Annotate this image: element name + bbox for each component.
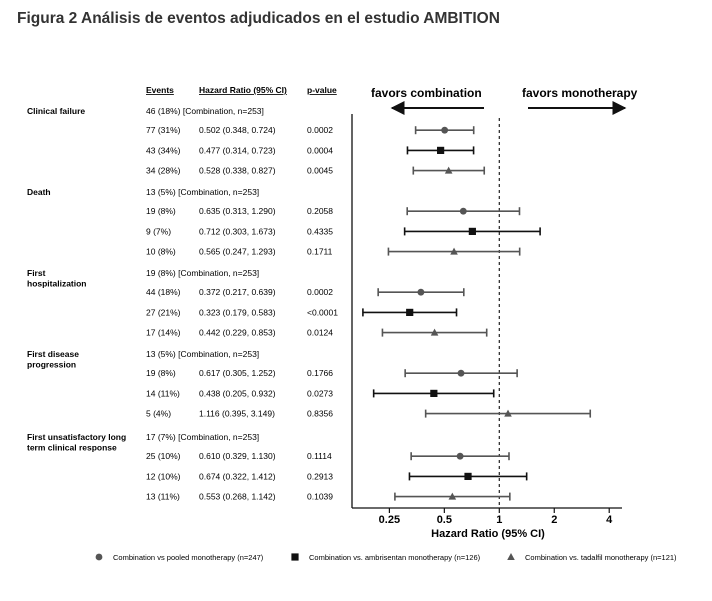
header-hazard-ratio: Hazard Ratio (95% CI)	[199, 85, 287, 95]
x-tick-label: 2	[551, 514, 557, 526]
events-cell: 12 (10%)	[146, 471, 181, 481]
combination-row: 13 (5%) [Combination, n=253]	[146, 187, 259, 197]
events-cell: 19 (8%)	[146, 206, 176, 216]
p-value-cell: <0.0001	[307, 307, 338, 317]
header-p-value: p-value	[307, 85, 337, 95]
p-value-cell: 0.1114	[307, 451, 332, 461]
combination-row: 46 (18%) [Combination, n=253]	[146, 106, 264, 116]
hazard-ratio-cell: 0.712 (0.303, 1.673)	[199, 226, 276, 236]
point-estimate-triangle	[430, 328, 439, 336]
point-estimate-square	[430, 389, 438, 397]
x-tick-label: 1	[496, 514, 502, 526]
events-cell: 9 (7%)	[146, 226, 171, 236]
hazard-ratio-cell: 0.323 (0.179, 0.583)	[199, 307, 276, 317]
hazard-ratio-cell: 0.502 (0.348, 0.724)	[199, 125, 276, 135]
events-cell: 44 (18%)	[146, 287, 181, 297]
favors-monotherapy-label: favors monotherapy	[522, 86, 638, 100]
legend-marker-triangle	[507, 553, 515, 560]
p-value-cell: 0.2913	[307, 471, 333, 481]
legend-marker-circle	[95, 553, 103, 561]
group-label: Clinical failure	[27, 106, 85, 116]
hazard-ratio-cell: 0.442 (0.229, 0.853)	[199, 328, 276, 338]
hazard-ratio-cell: 0.565 (0.247, 1.293)	[199, 247, 276, 257]
point-estimate-square	[468, 227, 476, 235]
events-cell: 19 (8%)	[146, 368, 176, 378]
point-estimate-square	[437, 146, 445, 154]
point-estimate-triangle	[444, 166, 453, 174]
group-label: Death	[27, 187, 51, 197]
p-value-cell: 0.0002	[307, 125, 333, 135]
legend-label: Combination vs. tadalfil monotherapy (n=…	[525, 553, 677, 562]
x-tick-label: 0.5	[437, 514, 452, 526]
header-events: Events	[146, 85, 174, 95]
point-estimate-circle	[441, 126, 449, 134]
p-value-cell: 0.1039	[307, 492, 333, 502]
point-estimate-circle	[456, 452, 464, 460]
hazard-ratio-cell: 0.617 (0.305, 1.252)	[199, 368, 276, 378]
point-estimate-triangle	[448, 492, 457, 500]
legend-marker-square	[291, 553, 299, 561]
figure-title: Figura 2 Análisis de eventos adjudicados…	[17, 10, 500, 27]
favors-combination-label: favors combination	[371, 86, 482, 100]
x-tick-label: 0.25	[379, 514, 400, 526]
events-cell: 43 (34%)	[146, 145, 181, 155]
group-label: First hospitalization	[27, 268, 87, 289]
point-estimate-square	[464, 472, 472, 480]
p-value-cell: 0.0124	[307, 328, 333, 338]
point-estimate-circle	[457, 369, 465, 377]
point-estimate-circle	[417, 288, 425, 296]
p-value-cell: 0.1766	[307, 368, 333, 378]
group-label: First unsatisfactory long term clinical r…	[27, 432, 126, 453]
events-cell: 27 (21%)	[146, 307, 181, 317]
combination-row: 17 (7%) [Combination, n=253]	[146, 432, 259, 442]
hazard-ratio-cell: 0.553 (0.268, 1.142)	[199, 492, 276, 502]
events-cell: 17 (14%)	[146, 328, 181, 338]
events-cell: 25 (10%)	[146, 451, 181, 461]
p-value-cell: 0.0273	[307, 388, 333, 398]
events-cell: 77 (31%)	[146, 125, 181, 135]
events-cell: 34 (28%)	[146, 166, 181, 176]
hazard-ratio-cell: 0.477 (0.314, 0.723)	[199, 145, 276, 155]
combination-row: 19 (8%) [Combination, n=253]	[146, 268, 259, 278]
hazard-ratio-cell: 0.372 (0.217, 0.639)	[199, 287, 276, 297]
legend-label: Combination vs. ambrisentan monotherapy …	[309, 553, 481, 562]
point-estimate-square	[406, 308, 414, 316]
legend-label: Combination vs pooled monotherapy (n=247…	[113, 553, 264, 562]
events-cell: 14 (11%)	[146, 388, 180, 398]
combination-row: 13 (5%) [Combination, n=253]	[146, 349, 259, 359]
point-estimate-circle	[459, 207, 467, 215]
group-label: First disease progression	[27, 349, 79, 370]
p-value-cell: 0.8356	[307, 409, 333, 419]
hazard-ratio-cell: 0.635 (0.313, 1.290)	[199, 206, 276, 216]
events-cell: 13 (11%)	[146, 492, 180, 502]
events-cell: 10 (8%)	[146, 247, 176, 257]
point-estimate-triangle	[504, 409, 512, 417]
hazard-ratio-cell: 1.116 (0.395, 3.149)	[199, 409, 275, 419]
x-axis-label: Hazard Ratio (95% CI)	[431, 528, 545, 540]
p-value-cell: 0.1711	[307, 247, 333, 257]
point-estimate-triangle	[450, 247, 458, 255]
hazard-ratio-cell: 0.610 (0.329, 1.130)	[199, 451, 276, 461]
p-value-cell: 0.0004	[307, 145, 333, 155]
p-value-cell: 0.4335	[307, 226, 333, 236]
hazard-ratio-cell: 0.438 (0.205, 0.932)	[199, 388, 276, 398]
x-tick-label: 4	[606, 514, 613, 526]
hazard-ratio-cell: 0.528 (0.338, 0.827)	[199, 166, 276, 176]
hazard-ratio-cell: 0.674 (0.322, 1.412)	[199, 471, 276, 481]
p-value-cell: 0.0045	[307, 166, 333, 176]
p-value-cell: 0.0002	[307, 287, 333, 297]
p-value-cell: 0.2058	[307, 206, 333, 216]
events-cell: 5 (4%)	[146, 409, 171, 419]
